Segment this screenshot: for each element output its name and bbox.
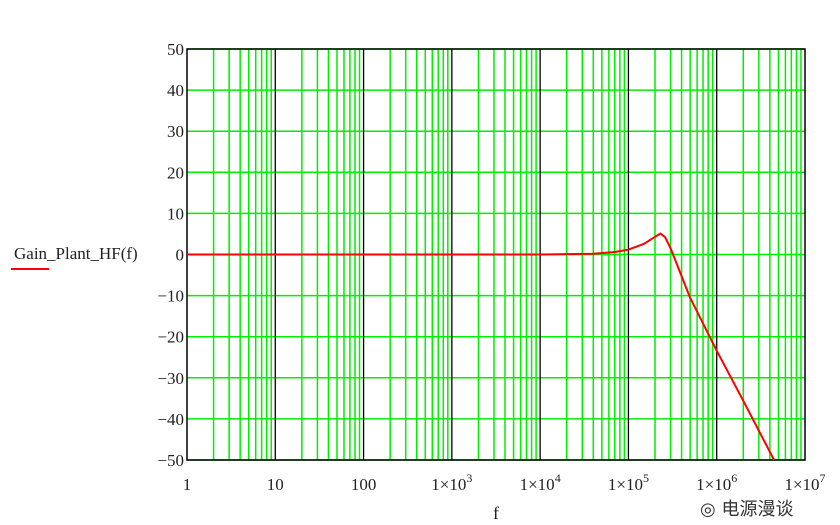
- x-tick-exponent: 5: [643, 471, 649, 485]
- x-tick-label: 1×103: [431, 471, 472, 494]
- y-tick-label: 50: [167, 40, 184, 59]
- x-tick-label: 100: [351, 475, 377, 494]
- watermark-text: 电源漫谈: [721, 499, 794, 520]
- legend-line-swatch: [11, 268, 49, 270]
- series-line-gain: [187, 232, 775, 461]
- x-tick-label: 1×106: [696, 471, 737, 494]
- y-tick-label: −30: [157, 369, 184, 388]
- y-tick-label: 10: [167, 204, 184, 223]
- x-tick-label: 1: [183, 475, 192, 494]
- x-tick-exponent: 7: [820, 471, 826, 485]
- x-tick-label: 1×104: [520, 471, 561, 494]
- x-tick-exponent: 4: [555, 471, 561, 485]
- x-tick-exponent: 3: [466, 471, 472, 485]
- watermark: ◎ 电源漫谈: [700, 499, 793, 521]
- x-tick-label: 1×105: [608, 471, 649, 494]
- x-tick-exponent: 6: [731, 471, 737, 485]
- x-tick-label: 1×107: [784, 471, 825, 494]
- y-tick-label: 40: [167, 81, 184, 100]
- wechat-icon: ◎: [700, 499, 716, 520]
- x-tick-label: 10: [267, 475, 284, 494]
- y-tick-label: −40: [157, 410, 184, 429]
- x-axis-label: f: [493, 503, 499, 523]
- y-tick-label: −20: [157, 328, 184, 347]
- y-tick-label: −10: [157, 287, 184, 306]
- y-tick-label: 20: [167, 163, 184, 182]
- y-tick-label: −50: [157, 451, 184, 470]
- y-tick-label: 30: [167, 122, 184, 141]
- y-tick-label: 0: [176, 246, 185, 265]
- legend-label: Gain_Plant_HF(f): [14, 244, 138, 263]
